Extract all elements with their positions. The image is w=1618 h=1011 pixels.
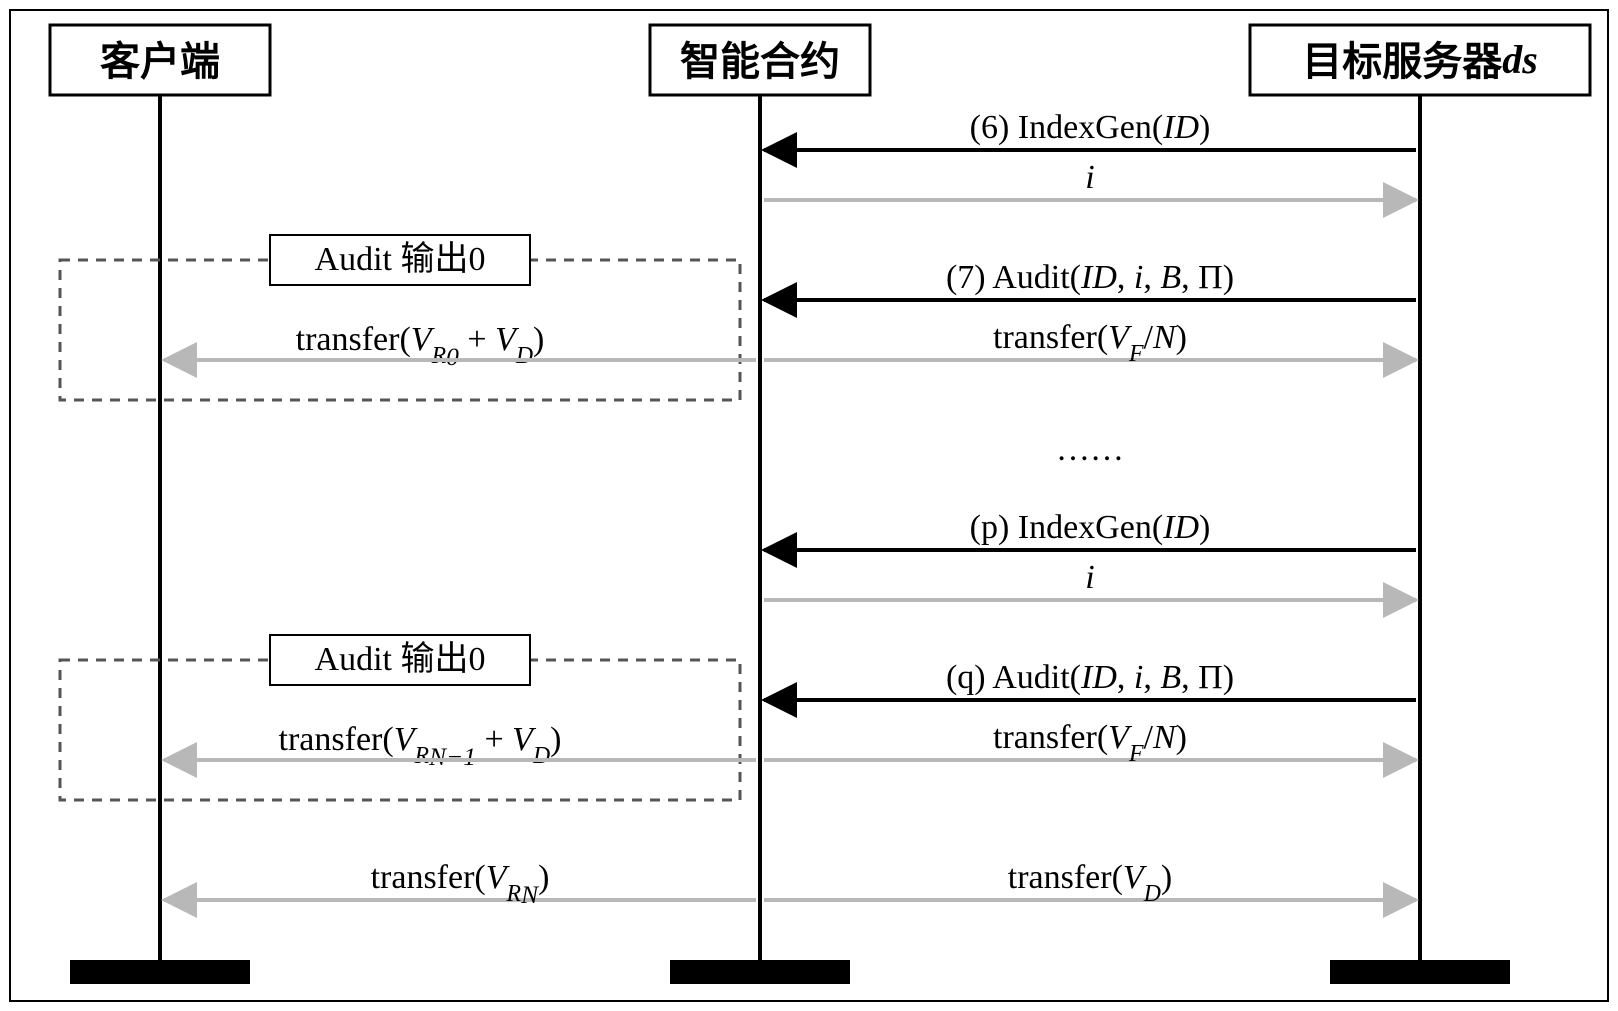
message-label-7: (q) Audit(ID, i, B, Π): [946, 659, 1234, 696]
message-label-1: i: [1085, 159, 1094, 196]
lifeline-foot-server: [1330, 960, 1510, 984]
ellipsis: ……: [1056, 431, 1124, 468]
opt-transfer-label-0: transfer(VR0 + VD): [296, 321, 545, 371]
opt-transfer-label-1: transfer(VRN−1 + VD): [279, 721, 562, 771]
message-label-0: (6) IndexGen(ID): [970, 109, 1211, 146]
message-label-2: (7) Audit(ID, i, B, Π): [946, 259, 1234, 296]
lifeline-foot-client: [70, 960, 250, 984]
participant-label-client: 客户端: [100, 40, 220, 84]
message-label-6: i: [1085, 559, 1094, 596]
participant-label-server: 目标服务器ds: [1302, 37, 1538, 83]
lifeline-foot-contract: [670, 960, 850, 984]
diagram-frame: [10, 10, 1608, 1001]
opt-guard-label-0: Audit 输出0: [315, 240, 486, 278]
opt-guard-label-1: Audit 输出0: [315, 640, 486, 678]
message-label-5: (p) IndexGen(ID): [970, 509, 1211, 546]
participant-label-contract: 智能合约: [680, 40, 840, 84]
sequence-diagram: Audit 输出0 transfer(VR0 + VD) Audit 输出0 tran…: [0, 0, 1618, 1011]
